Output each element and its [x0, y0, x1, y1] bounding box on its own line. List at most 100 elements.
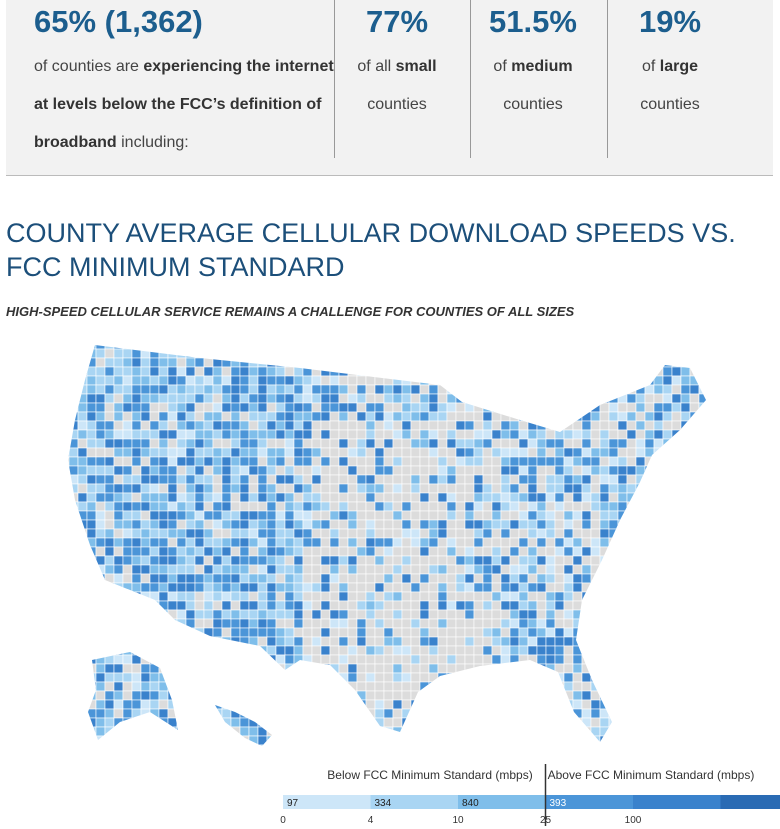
county [545, 654, 556, 665]
county [185, 393, 196, 404]
county [131, 726, 142, 737]
county [599, 708, 610, 719]
county [644, 429, 655, 440]
county [266, 672, 277, 683]
county [590, 690, 601, 701]
legend-tick: 0 [280, 815, 286, 826]
county [95, 456, 106, 467]
county [491, 501, 502, 512]
county [167, 357, 178, 368]
county [311, 618, 322, 629]
county [365, 492, 376, 503]
county [401, 708, 412, 719]
county [392, 618, 403, 629]
county [428, 528, 439, 539]
county [635, 654, 646, 665]
county [158, 465, 169, 476]
county [122, 510, 133, 521]
county-tiles [68, 345, 717, 763]
county [689, 375, 700, 386]
county [239, 510, 250, 521]
county [293, 708, 304, 719]
county [194, 690, 205, 701]
county [572, 528, 583, 539]
county [374, 537, 385, 548]
county [689, 546, 700, 557]
county [698, 384, 706, 395]
legend-swatch [458, 795, 546, 809]
county [410, 627, 421, 638]
county [68, 645, 70, 656]
county [518, 582, 529, 593]
county [411, 754, 420, 763]
county [212, 654, 223, 665]
county [680, 645, 691, 656]
county [374, 564, 385, 575]
county [248, 609, 259, 620]
county [708, 691, 717, 700]
county [473, 384, 484, 395]
county [581, 690, 592, 701]
county [329, 375, 340, 386]
county [689, 573, 700, 584]
county [419, 402, 430, 413]
county [635, 699, 646, 710]
county [473, 519, 484, 530]
county [644, 582, 655, 593]
county [455, 672, 466, 683]
county [176, 366, 187, 377]
county [194, 438, 205, 449]
county [212, 546, 223, 557]
county [500, 672, 511, 683]
county [446, 627, 457, 638]
county [699, 754, 708, 763]
county [455, 393, 466, 404]
county [86, 708, 97, 719]
bold-text: experiencing the internet at levels belo… [34, 58, 334, 151]
county [383, 384, 394, 395]
county [311, 708, 322, 719]
stat-figure: 51.5% [489, 4, 577, 39]
county [122, 573, 133, 584]
county [671, 663, 682, 674]
county [329, 438, 340, 449]
county [293, 345, 304, 350]
county [248, 726, 259, 737]
county [140, 519, 151, 530]
county [68, 474, 70, 485]
county [194, 744, 205, 746]
county [698, 465, 706, 476]
county [446, 411, 457, 422]
county [176, 519, 187, 530]
county [410, 474, 421, 485]
county [527, 573, 538, 584]
county [708, 682, 717, 691]
county [608, 357, 619, 368]
county [131, 546, 142, 557]
county [266, 645, 277, 656]
county [176, 627, 187, 638]
county [347, 699, 358, 710]
county [167, 492, 178, 503]
county [401, 357, 412, 368]
county [140, 429, 151, 440]
county [599, 699, 610, 710]
county [401, 501, 412, 512]
county [86, 357, 97, 368]
county [599, 375, 610, 386]
county [401, 366, 412, 377]
county [194, 654, 205, 665]
legend-swatch [370, 795, 458, 809]
county [68, 366, 70, 377]
county [374, 636, 385, 647]
county [644, 735, 655, 746]
county [159, 754, 168, 763]
county [167, 735, 178, 746]
county [590, 627, 601, 638]
county [77, 438, 88, 449]
county [266, 735, 277, 746]
county [68, 744, 70, 746]
county [185, 537, 196, 548]
county [455, 609, 466, 620]
county [221, 528, 232, 539]
